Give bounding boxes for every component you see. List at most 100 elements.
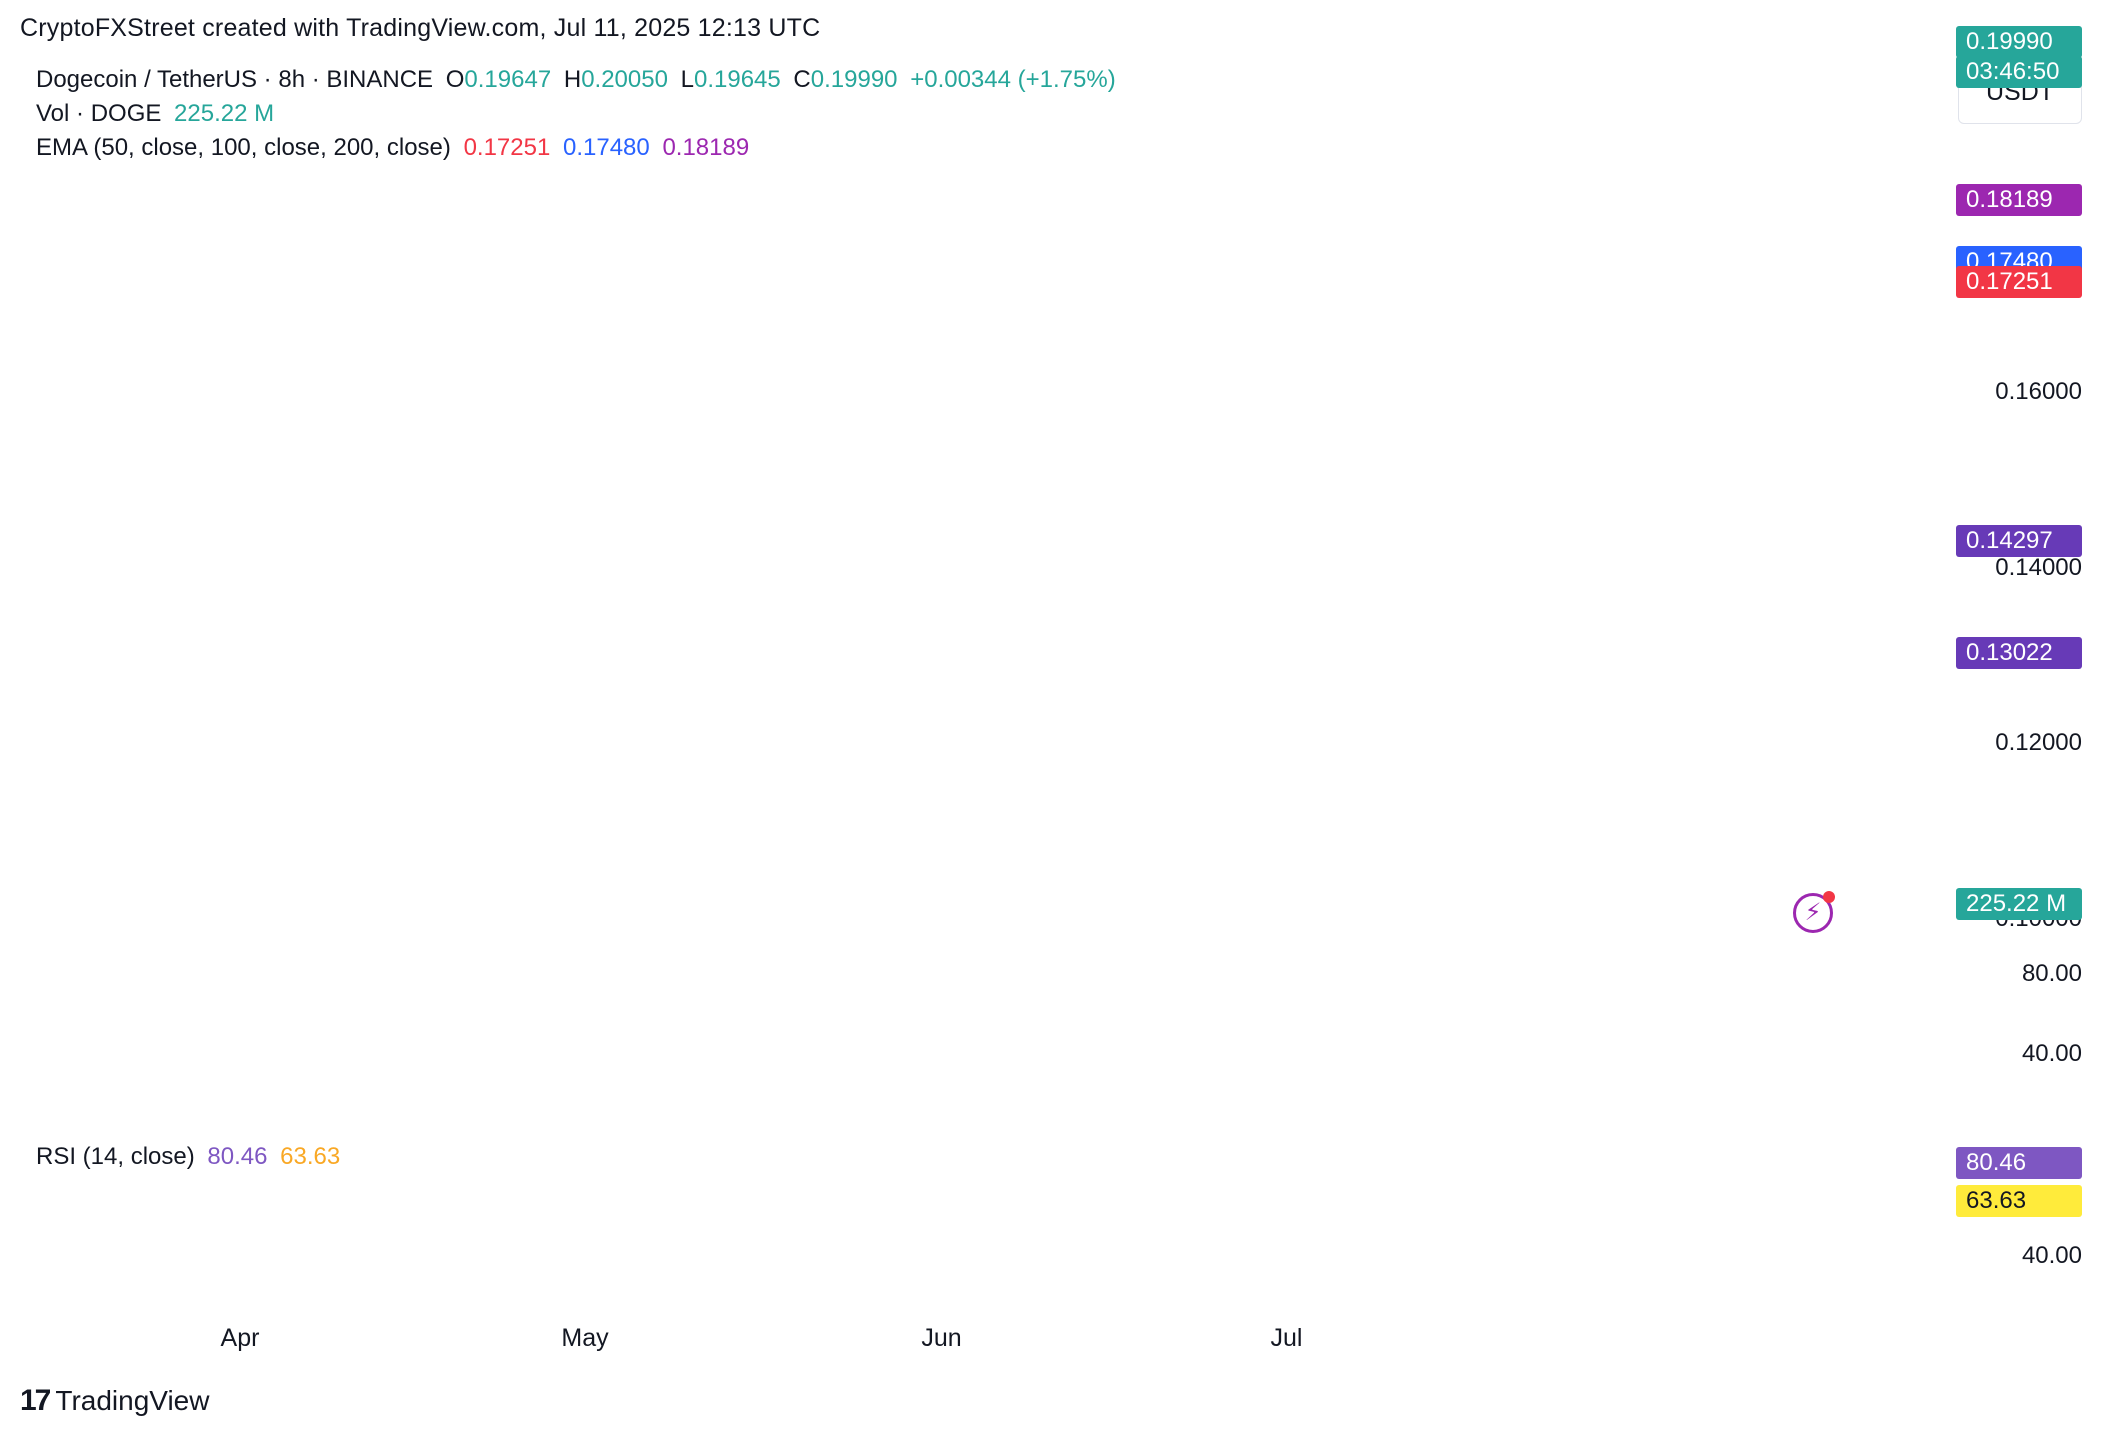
candle-body xyxy=(1193,462,1196,516)
time-axis-label: Apr xyxy=(220,1324,260,1352)
candle-body xyxy=(510,211,514,214)
volume-bar xyxy=(1265,899,1269,932)
candle-body xyxy=(384,339,388,365)
volume-bar xyxy=(1235,872,1239,932)
volume-bar xyxy=(476,865,480,932)
volume-bar xyxy=(1185,903,1189,932)
volume-bar xyxy=(1400,916,1403,932)
volume-bar xyxy=(1373,872,1377,932)
candle-body xyxy=(457,415,460,433)
price-axis-tick: 0.16000 xyxy=(1995,378,2082,405)
volume-bar xyxy=(273,843,276,932)
ema-legend[interactable]: EMA (50, close, 100, close, 200, close) … xyxy=(36,134,755,162)
rsi-value-tag: 80.46 xyxy=(1956,1147,2082,1179)
volume-bar xyxy=(457,899,460,932)
volume-bar xyxy=(499,865,503,932)
candle-body xyxy=(621,304,625,317)
volume-bar xyxy=(897,915,901,932)
candle-body xyxy=(932,114,936,136)
open-value: 0.19647 xyxy=(464,66,552,93)
volume-bar xyxy=(460,871,464,932)
volume-bar xyxy=(342,901,345,932)
volume-bar xyxy=(932,850,936,932)
candle-body xyxy=(1051,25,1055,34)
candle-body xyxy=(89,304,92,306)
volume-bar xyxy=(993,877,997,932)
volume-bar xyxy=(422,852,426,932)
volume-bar xyxy=(947,864,951,932)
volume-pane-tick: 80.00 xyxy=(2021,960,2082,987)
volume-bar xyxy=(1396,878,1400,932)
volume-bar xyxy=(150,905,154,932)
candle-body xyxy=(119,273,123,280)
candle-body xyxy=(1012,240,1016,267)
candle-body xyxy=(499,185,503,210)
candle-body xyxy=(556,230,560,246)
candle-body xyxy=(495,178,499,210)
volume-bar xyxy=(445,907,449,932)
candle-body xyxy=(541,228,545,234)
candle-body xyxy=(112,291,115,294)
candle-body xyxy=(142,169,146,188)
volume-bar xyxy=(196,885,200,932)
flash-alert-icon[interactable]: ⚡ xyxy=(1793,891,1835,933)
volume-bar xyxy=(725,873,729,932)
candle-body xyxy=(1089,256,1093,261)
candle-body xyxy=(1365,309,1369,321)
volume-bar xyxy=(280,883,284,932)
rsi-legend[interactable]: RSI (14, close) 80.46 63.63 xyxy=(36,1143,346,1171)
volume-bar xyxy=(683,892,687,932)
candle-body xyxy=(388,339,391,361)
volume-bar xyxy=(403,897,407,932)
candle-body xyxy=(1143,344,1147,365)
volume-bar xyxy=(1131,880,1135,932)
volume-bar xyxy=(706,882,710,932)
volume-bar xyxy=(100,908,104,932)
volume-bar xyxy=(483,861,487,932)
volume-bar xyxy=(441,896,445,932)
candle-body xyxy=(135,188,138,228)
candle-body xyxy=(1020,223,1024,234)
low-label: L xyxy=(680,66,694,93)
volume-bar xyxy=(660,849,664,932)
candle-body xyxy=(299,482,303,505)
candle-body xyxy=(1097,279,1101,300)
ema-label: EMA (50, close, 100, close, 200, close) xyxy=(36,134,451,161)
volume-bar xyxy=(556,873,560,932)
candle-body xyxy=(1384,155,1388,205)
volume-bar xyxy=(1216,887,1219,932)
candle-body xyxy=(1058,35,1062,38)
candle-body xyxy=(211,250,215,258)
volume-bar xyxy=(1116,886,1120,932)
volume-bar xyxy=(326,876,330,932)
volume-bar xyxy=(1035,870,1039,932)
volume-bar xyxy=(1338,891,1342,932)
volume-bar xyxy=(299,896,303,932)
candle-body xyxy=(1315,334,1319,337)
volume-bar xyxy=(679,864,683,932)
candle-body xyxy=(1357,345,1361,354)
candle-body xyxy=(1338,312,1342,345)
volume-bar xyxy=(464,897,468,932)
candle-body xyxy=(1250,360,1254,369)
volume-bar xyxy=(1273,903,1277,932)
volume-legend[interactable]: Vol · DOGE 225.22 M xyxy=(36,100,280,128)
volume-bar xyxy=(886,880,890,932)
volume-bar xyxy=(959,895,963,932)
volume-bar xyxy=(380,831,384,932)
candle-body xyxy=(1101,276,1104,300)
candle-body xyxy=(1135,348,1139,359)
volume-bar xyxy=(1204,879,1208,932)
candle-body xyxy=(303,504,307,544)
candle-body xyxy=(1242,362,1246,372)
volume-bar xyxy=(487,888,491,932)
candle-body xyxy=(1235,395,1239,409)
volume-bar xyxy=(349,878,353,932)
volume-bar xyxy=(606,912,610,932)
symbol-name[interactable]: Dogecoin / TetherUS · 8h · BINANCE xyxy=(36,66,434,93)
volume-bar xyxy=(989,869,993,932)
candle-body xyxy=(625,316,629,337)
volume-bar xyxy=(437,896,441,932)
volume-bar xyxy=(1154,891,1158,932)
